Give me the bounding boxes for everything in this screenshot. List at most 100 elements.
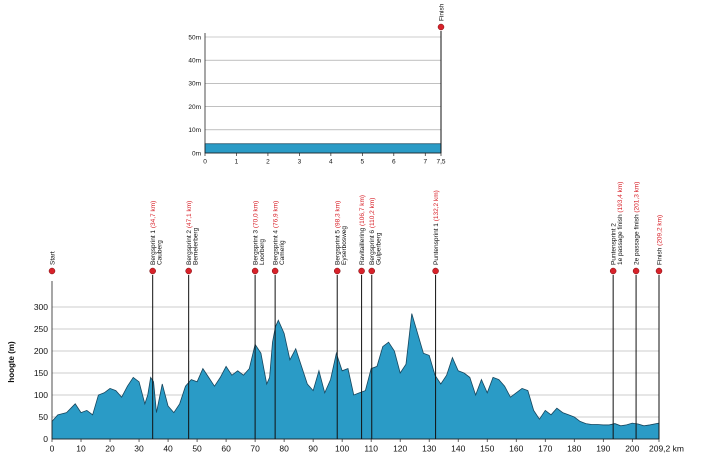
marker-dot xyxy=(609,267,617,275)
marker-km: (76,9 km) xyxy=(273,201,280,230)
marker-dot xyxy=(358,267,365,275)
elevation-area xyxy=(204,143,442,154)
x-tick-label: 7 xyxy=(423,159,427,166)
x-tick-label: 0 xyxy=(50,444,55,454)
x-tick-label: 70 xyxy=(250,444,260,454)
x-tick-label: 90 xyxy=(308,444,318,454)
y-tick-label: 250 xyxy=(34,324,48,334)
x-tick-label: 140 xyxy=(451,444,465,454)
marker-km: (106,7 km) xyxy=(359,195,366,228)
marker-km: (193,4 km) xyxy=(617,182,624,215)
course-marker: Bergsprint 3 (70,0 km)Loorberg xyxy=(251,201,266,439)
marker-dot xyxy=(149,267,156,275)
course-marker: Finish xyxy=(437,3,446,153)
marker-sublabel: 1e passage finish (193,4 km) xyxy=(617,182,624,265)
marker-label: Start xyxy=(50,251,57,265)
marker-name: Ravitaillering xyxy=(359,227,366,265)
x-tick-label: 30 xyxy=(134,444,144,454)
marker-dot xyxy=(48,267,56,275)
marker-name: Bergsprint 2 xyxy=(186,230,193,265)
marker-label: 2e passage finish (201,3 km) xyxy=(634,182,641,265)
marker-name: Finish xyxy=(439,3,446,21)
x-tick-label: 180 xyxy=(567,444,581,454)
marker-dot xyxy=(251,267,259,275)
marker-name: Puntensprint 1 xyxy=(433,223,440,265)
x-tick-label: 100 xyxy=(335,444,349,454)
marker-sublabel: Eyserbosweg xyxy=(341,226,348,265)
marker-sublabel: Cauberg xyxy=(157,240,164,265)
course-marker: 2e passage finish (201,3 km) xyxy=(632,182,641,439)
x-tick-label: 200 xyxy=(625,444,639,454)
y-tick-label: 0 xyxy=(43,434,48,444)
x-tick-label: 50 xyxy=(192,444,202,454)
elevation-area xyxy=(51,313,660,440)
course-marker: Puntensprint 1 (132,2 km) xyxy=(432,190,440,439)
marker-label: Bergsprint 1 (34,7 km) xyxy=(150,201,157,265)
marker-label: Bergsprint 3 (70,0 km) xyxy=(253,201,260,265)
x-tick-label: 4 xyxy=(329,159,333,166)
marker-name: Bergsprint 3 xyxy=(253,230,260,265)
marker-name: Bergsprint 1 xyxy=(150,230,157,265)
marker-label: Ravitaillering (106,7 km) xyxy=(359,195,366,265)
marker-km: (110,2 km) xyxy=(369,198,376,230)
marker-sublabel: Gulperberg xyxy=(376,232,383,265)
marker-dot xyxy=(432,267,439,275)
marker-label: Bergsprint 6 (110,2 km) xyxy=(369,198,376,265)
marker-dot xyxy=(437,23,445,31)
marker-name: Start xyxy=(50,251,57,265)
course-marker: Bergsprint 4 (76,9 km)Camerig xyxy=(271,201,286,439)
marker-sublabel: Loorberg xyxy=(259,239,266,265)
x-tick-label: 150 xyxy=(480,444,494,454)
x-tick-label: 1 xyxy=(235,159,239,166)
marker-label: Bergsprint 5 (98,3 km) xyxy=(335,201,342,265)
marker-name: Bergsprint 6 xyxy=(369,230,376,265)
x-tick-label: 7,5 xyxy=(436,159,445,166)
marker-dot xyxy=(333,267,341,275)
x-tick-label: 5 xyxy=(361,159,365,166)
course-marker: Bergsprint 1 (34,7 km)Cauberg xyxy=(149,201,164,439)
marker-name: Bergsprint 5 xyxy=(335,230,342,265)
x-tick-label: 130 xyxy=(422,444,436,454)
y-tick-label: 40m xyxy=(188,57,201,64)
marker-dot xyxy=(185,267,192,275)
y-tick-label: 50 xyxy=(39,412,49,422)
marker-name: Bergsprint 4 xyxy=(273,230,280,265)
marker-km: (98,3 km) xyxy=(335,201,342,230)
y-tick-label: 200 xyxy=(34,346,48,356)
x-tick-label: 6 xyxy=(392,159,396,166)
marker-km: (70,0 km) xyxy=(253,201,260,230)
course-marker: Finish (209,2 km) xyxy=(655,215,664,439)
marker-label: Bergsprint 4 (76,9 km) xyxy=(273,201,280,265)
x-tick-label: 2 xyxy=(266,159,270,166)
marker-name: 2e passage finish xyxy=(634,214,641,265)
x-tick-label: 3 xyxy=(298,159,302,166)
marker-dot xyxy=(655,267,663,275)
course-marker: Ravitaillering (106,7 km) xyxy=(358,195,366,439)
marker-label: Finish xyxy=(439,3,446,21)
marker-label: Puntensprint 2 xyxy=(611,223,618,265)
y-tick-label: 50m xyxy=(188,34,201,41)
marker-km: (201,3 km) xyxy=(634,182,641,215)
x-tick-label: 80 xyxy=(279,444,289,454)
marker-sublabel: Bemelerberg xyxy=(193,227,200,265)
marker-label: Finish (209,2 km) xyxy=(657,215,664,265)
x-tick-label: 10 xyxy=(76,444,86,454)
marker-km: (209,2 km) xyxy=(657,215,664,248)
x-tick-label: 120 xyxy=(393,444,407,454)
y-tick-label: 20m xyxy=(188,104,201,111)
marker-dot xyxy=(368,267,375,275)
x-tick-label: 160 xyxy=(509,444,523,454)
course-marker: Bergsprint 2 (47,1 km)Bemelerberg xyxy=(185,201,200,439)
y-tick-label: 150 xyxy=(34,368,48,378)
marker-km: (34,7 km) xyxy=(150,201,157,230)
y-axis-title: hoogte (m) xyxy=(7,341,16,383)
marker-km: (132,2 km) xyxy=(433,190,440,223)
y-tick-label: 100 xyxy=(34,390,48,400)
marker-dot xyxy=(271,267,279,275)
y-tick-label: 300 xyxy=(34,302,48,312)
course-marker: Start xyxy=(48,251,57,275)
x-tick-label: 20 xyxy=(105,444,115,454)
x-tick-label: 170 xyxy=(538,444,552,454)
marker-name: Finish xyxy=(657,247,664,265)
